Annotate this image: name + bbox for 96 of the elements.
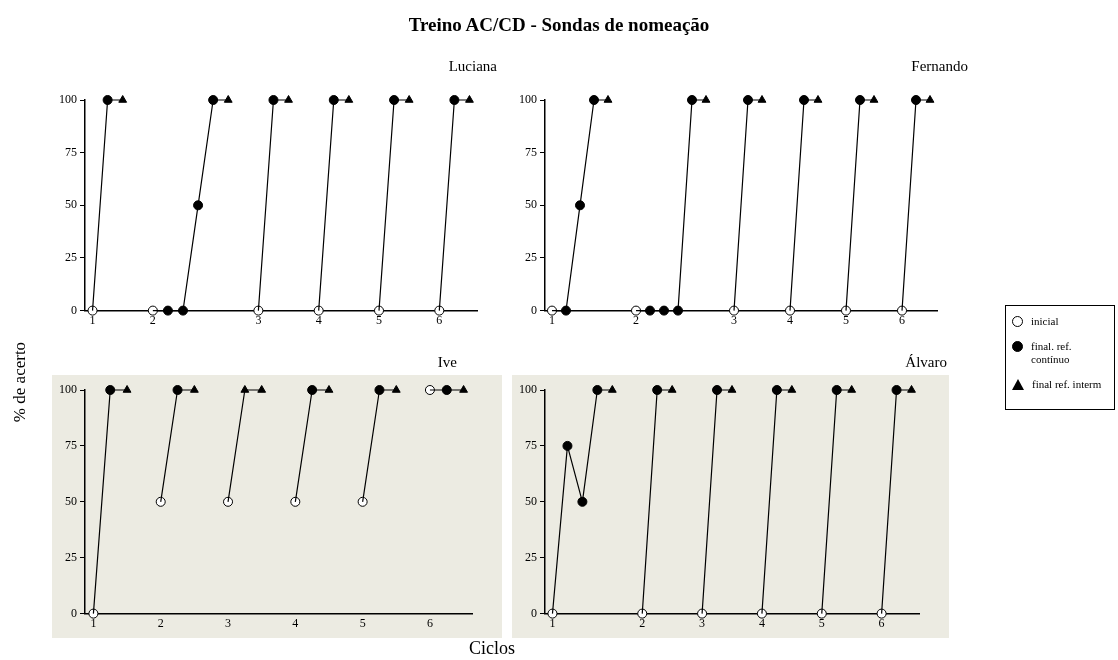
point: [757, 95, 767, 103]
x-tick-label: 1: [549, 312, 555, 327]
y-tick-label: 75: [65, 438, 77, 453]
point: [876, 608, 887, 619]
point: [631, 305, 641, 316]
chart-subtitle: Álvaro: [905, 354, 947, 371]
x-tick-label: 5: [818, 615, 825, 630]
x-tick-label: 3: [225, 615, 232, 630]
x-tick-label: 6: [878, 615, 885, 630]
x-tick-label: 3: [731, 312, 737, 327]
legend-label: final. ref. contínuo: [1031, 340, 1073, 366]
point: [223, 496, 234, 507]
x-tick-label: 2: [639, 615, 646, 630]
y-tick-label: 25: [65, 250, 77, 265]
point: [603, 95, 613, 103]
y-tick-label: 75: [525, 438, 537, 453]
point: [869, 95, 879, 103]
x-tick-label: 2: [149, 312, 156, 327]
x-tick-label: 4: [315, 312, 322, 327]
x-tick-label: 4: [787, 312, 793, 327]
x-tick-label: 4: [292, 615, 299, 630]
point: [324, 385, 334, 393]
point: [637, 608, 648, 619]
x-tick-label: 2: [633, 312, 639, 327]
point: [925, 95, 935, 103]
x-tick-label: 1: [549, 615, 556, 630]
point: [547, 608, 558, 619]
point: [434, 305, 445, 316]
y-tick-label: 25: [525, 250, 537, 265]
point: [459, 385, 468, 393]
point: [645, 305, 655, 316]
chart-subtitle: Luciana: [448, 58, 497, 75]
x-axis-title: Ciclos: [468, 638, 516, 659]
x-tick-label: 5: [376, 312, 382, 327]
y-tick-label: 0: [531, 302, 537, 317]
x-tick-label: 1: [90, 615, 97, 630]
y-tick-label: 0: [71, 302, 77, 317]
point: [88, 608, 99, 619]
y-tick-label: 25: [525, 549, 537, 564]
point: [87, 305, 98, 316]
x-tick-label: 6: [426, 615, 433, 630]
y-tick-label: 75: [525, 144, 537, 159]
x-tick-label: 3: [699, 615, 706, 630]
y-tick-label: 50: [525, 493, 537, 508]
point: [575, 200, 585, 211]
point: [193, 200, 204, 211]
point: [577, 496, 588, 507]
point: [290, 496, 301, 507]
y-tick-label: 75: [65, 144, 77, 159]
point: [813, 95, 823, 103]
x-tick-label: 3: [255, 312, 262, 327]
point: [847, 385, 857, 393]
point: [667, 385, 677, 393]
y-tick-label: 50: [65, 493, 77, 508]
point: [727, 385, 737, 393]
point: [344, 95, 354, 103]
point: [122, 385, 132, 393]
point: [118, 95, 128, 103]
point: [547, 305, 557, 316]
point: [465, 95, 474, 103]
y-tick-label: 100: [59, 92, 77, 107]
x-tick-label: 1: [89, 312, 96, 327]
x-tick-label: 6: [899, 312, 905, 327]
point: [787, 385, 797, 393]
chart-subtitle: Fernando: [911, 58, 968, 75]
point: [607, 385, 617, 393]
point: [391, 385, 401, 393]
y-tick-label: 50: [65, 197, 77, 212]
y-tick-label: 0: [71, 605, 77, 620]
x-tick-label: 5: [843, 312, 849, 327]
y-tick-label: 50: [525, 197, 537, 212]
point: [189, 385, 199, 393]
point: [701, 95, 711, 103]
point: [907, 385, 916, 393]
x-tick-label: 2: [157, 615, 164, 630]
point: [404, 95, 414, 103]
y-tick-label: 100: [519, 382, 537, 397]
point: [162, 305, 173, 316]
text: Treino AC/CD - Sondas de nomeação: [407, 14, 711, 36]
chart-subtitle: Ive: [437, 354, 457, 371]
point: [147, 305, 158, 316]
y-tick-label: 100: [519, 92, 537, 107]
y-tick-label: 25: [65, 549, 77, 564]
point: [659, 305, 669, 316]
x-tick-label: 5: [359, 615, 366, 630]
x-tick-label: 4: [758, 615, 765, 630]
legend-label: final ref. interm: [1032, 378, 1103, 391]
point: [223, 95, 233, 103]
y-axis-title: % de acerto: [10, 340, 30, 425]
point: [257, 385, 267, 393]
y-tick-label: 0: [531, 605, 537, 620]
legend-label: inicial: [1031, 315, 1060, 328]
point: [284, 95, 293, 103]
y-tick-label: 100: [59, 382, 77, 397]
point: [253, 305, 264, 316]
x-tick-label: 6: [436, 312, 443, 327]
